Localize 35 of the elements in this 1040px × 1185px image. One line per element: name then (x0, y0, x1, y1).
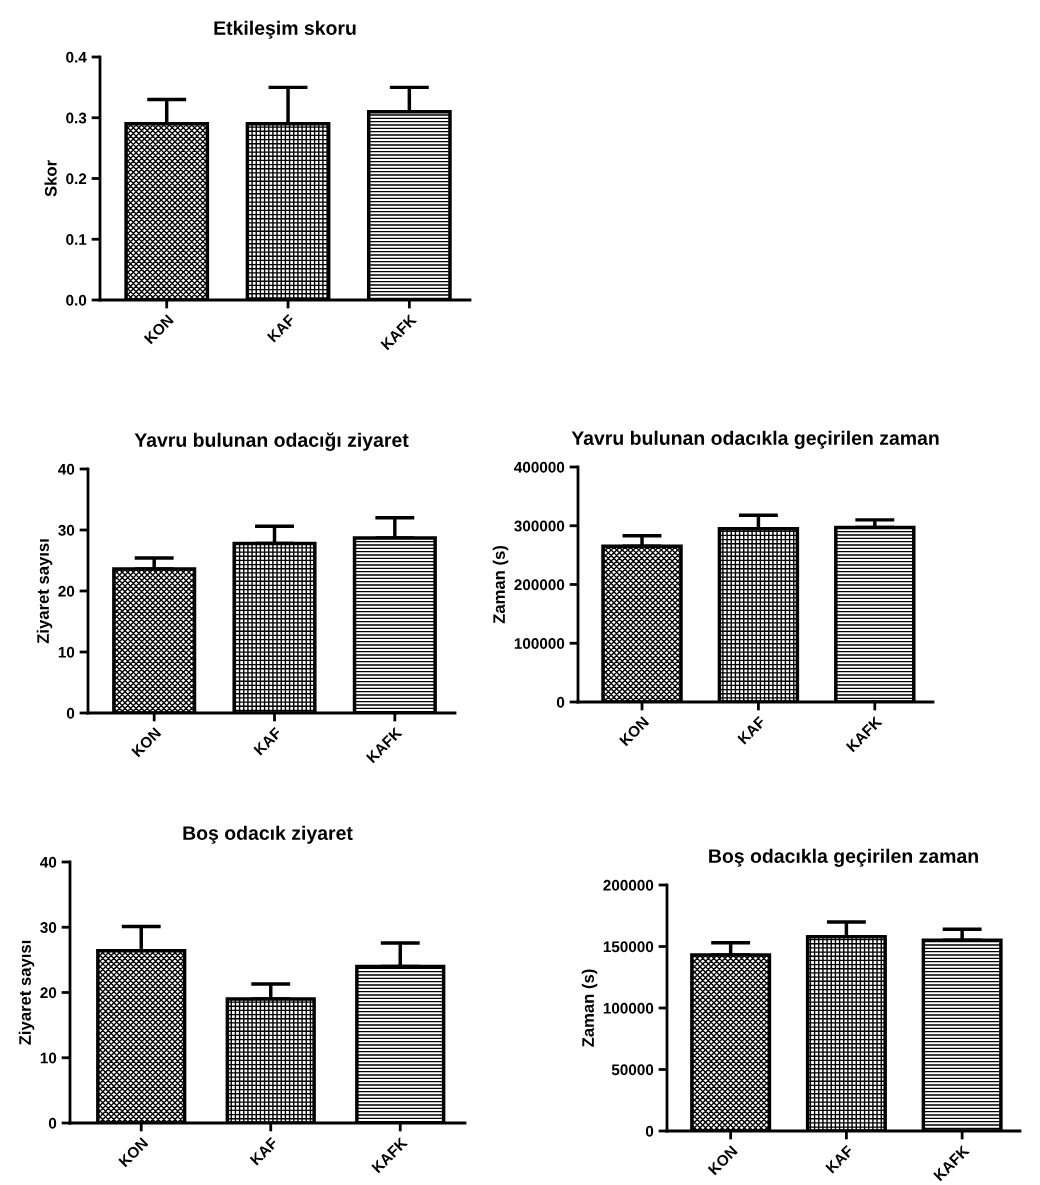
y-axis-title: Ziyaret sayısı (18, 940, 35, 1045)
y-tick-label: 0 (556, 696, 565, 708)
y-tick-label: 0.4 (66, 51, 87, 63)
y-tick-label: 100000 (514, 638, 565, 649)
y-axis-title: Skor (44, 160, 57, 197)
y-tick-label: 20 (40, 987, 57, 999)
chart-title: Boş odacıkla geçirilen zaman (709, 848, 978, 867)
chart-title: Etkileşim skoru (214, 20, 356, 39)
y-tick-label: 0.1 (66, 234, 87, 245)
y-tick-label: 10 (40, 1052, 57, 1064)
y-tick-label: 0 (48, 1117, 57, 1129)
chart-title: Yavru bulunan odacıkla geçirilen zaman (571, 430, 939, 449)
y-tick-label: 40 (40, 856, 57, 868)
y-tick-label: 300000 (514, 520, 565, 532)
y-tick-label: 0.3 (66, 112, 87, 124)
y-tick-label: 100000 (603, 1002, 654, 1014)
y-tick-label: 30 (58, 524, 75, 536)
y-tick-label: 40 (58, 463, 75, 475)
y-tick-label: 20 (58, 585, 75, 597)
y-tick-label: 0.2 (66, 173, 87, 185)
y-tick-label: 200000 (603, 879, 654, 891)
y-axis-title: Ziyaret sayısı (36, 539, 53, 644)
y-tick-label: 150000 (603, 941, 654, 953)
y-axis-title: Zaman (s) (492, 545, 509, 624)
y-axis-title: Zaman (s) (581, 969, 598, 1047)
chart-title: Yavru bulunan odacığı ziyaret (134, 432, 409, 451)
chart-title: Boş odacık ziyaret (183, 825, 353, 844)
y-tick-label: 400000 (514, 461, 565, 473)
y-tick-label: 0.0 (66, 294, 87, 306)
y-tick-label: 50000 (611, 1064, 654, 1076)
y-tick-label: 0 (66, 707, 75, 719)
y-tick-label: 0 (645, 1125, 654, 1137)
y-tick-label: 10 (58, 646, 75, 658)
y-tick-label: 30 (40, 922, 57, 933)
y-tick-label: 200000 (514, 579, 565, 591)
